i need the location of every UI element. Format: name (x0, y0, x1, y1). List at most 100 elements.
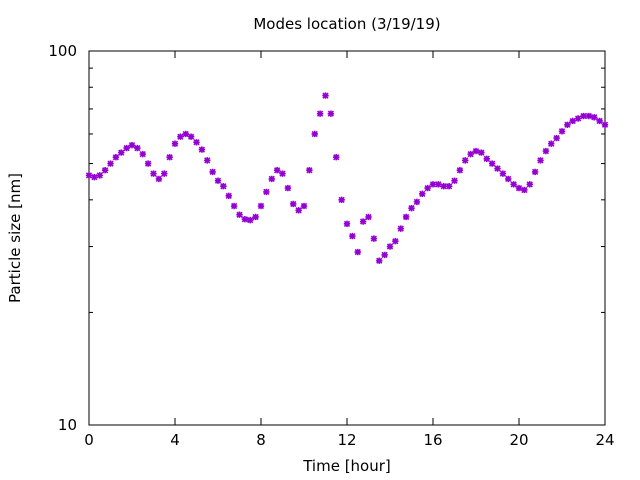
data-point (209, 168, 216, 176)
data-point (134, 144, 141, 152)
data-point (397, 225, 404, 232)
data-point (311, 130, 318, 138)
x-tick-label: 4 (170, 431, 180, 449)
chart-title: Modes location (3/19/19) (253, 15, 440, 33)
data-point (386, 243, 394, 250)
data-point (462, 157, 469, 164)
data-point (429, 181, 437, 188)
data-point (424, 184, 431, 192)
data-point (365, 213, 372, 221)
y-tick-label: 10 (58, 416, 77, 434)
data-point (505, 175, 512, 183)
data-point (542, 147, 550, 155)
data-point (333, 154, 340, 161)
data-point (204, 157, 211, 164)
data-point (96, 172, 103, 179)
data-point (316, 110, 324, 117)
data-point (558, 128, 566, 135)
data-point (381, 251, 388, 259)
data-point (150, 170, 157, 177)
data-point (478, 149, 485, 156)
data-point (569, 117, 576, 125)
data-point (187, 133, 195, 140)
data-point (161, 170, 168, 177)
data-point (515, 184, 523, 192)
plot-frame (88, 50, 606, 426)
data-point (338, 196, 345, 204)
data-point (451, 177, 458, 184)
x-tick-label: 12 (337, 431, 356, 449)
data-point (472, 147, 480, 155)
data-point (408, 204, 415, 212)
y-axis-label: Particle size [nm] (6, 173, 24, 303)
data-point (306, 167, 313, 174)
data-point (198, 146, 206, 153)
data-point (574, 115, 582, 122)
data-point (171, 140, 179, 147)
data-point (435, 181, 442, 188)
data-point (139, 150, 146, 158)
data-point (225, 192, 232, 200)
data-point (101, 167, 109, 174)
data-point (521, 186, 528, 194)
data-series (85, 92, 609, 264)
data-point (564, 121, 571, 128)
data-point (182, 130, 189, 138)
x-tick-label: 24 (595, 431, 614, 449)
data-point (510, 181, 517, 188)
data-point (247, 216, 254, 224)
data-point (300, 202, 308, 210)
data-point (263, 188, 270, 196)
data-point (494, 165, 501, 172)
data-point (392, 238, 399, 245)
data-point (488, 160, 496, 167)
data-point (419, 190, 426, 198)
axis-tick-labels: 0 4 8 12 16 20 24 10 100 (48, 42, 614, 449)
data-point (214, 177, 222, 184)
data-point (359, 218, 367, 225)
data-point (295, 207, 302, 214)
data-point (349, 232, 356, 240)
data-point (144, 160, 152, 167)
data-point (166, 154, 173, 161)
x-tick-label: 8 (256, 431, 266, 449)
data-point (548, 140, 555, 147)
data-point (279, 170, 286, 177)
data-point (107, 160, 114, 167)
data-point (112, 154, 120, 161)
data-point (531, 168, 539, 176)
data-point (193, 139, 200, 146)
data-point (596, 117, 603, 125)
data-point (553, 134, 560, 142)
x-tick-label: 16 (423, 431, 442, 449)
y-tick-label: 100 (48, 42, 77, 60)
data-point (537, 157, 544, 164)
x-tick-label: 20 (509, 431, 528, 449)
data-point (445, 183, 453, 190)
data-point (118, 149, 125, 156)
data-point (440, 183, 447, 190)
data-point (343, 220, 351, 228)
data-point (585, 112, 593, 120)
data-point (327, 110, 335, 117)
data-point (467, 150, 474, 158)
data-point (322, 92, 329, 99)
data-point (85, 172, 93, 179)
data-point (499, 170, 507, 177)
data-point (268, 175, 275, 183)
data-point (376, 257, 383, 264)
data-point (177, 133, 184, 140)
data-point (402, 213, 410, 221)
data-point (155, 175, 163, 183)
data-point (257, 202, 265, 210)
data-point (236, 211, 243, 218)
data-point (284, 184, 292, 192)
data-point (413, 198, 421, 206)
data-point (91, 173, 98, 181)
data-point (580, 112, 587, 120)
data-point (591, 114, 598, 121)
data-point (354, 248, 361, 256)
data-point (220, 183, 227, 190)
data-point (230, 202, 238, 210)
